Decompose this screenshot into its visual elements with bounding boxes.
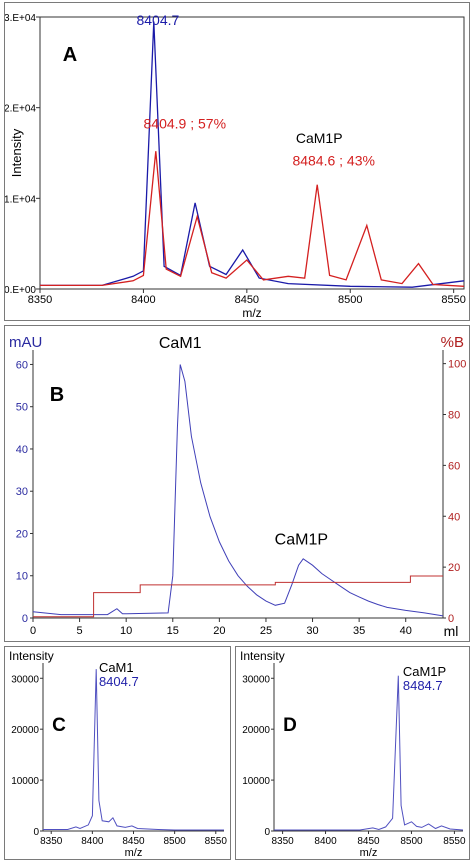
annotation-d-1: 8484.7 (403, 678, 443, 693)
x-axis-label-d: m/z (360, 847, 378, 859)
chart-a: 0.E+00 1.E+04 2.E+04 3.E+04 8350 8400 8450 8500… (5, 3, 466, 320)
y-tick-label-left-b: 40 (16, 444, 28, 456)
panel-label-c: C (52, 715, 66, 736)
panel-b: 0 10 20 30 40 50 60 0 20 40 60 80 100 0 5 10 15 20 25 30 35 4… (4, 325, 470, 642)
y-tick-label-c: 0 (33, 827, 39, 838)
y-tick-label-d: 0 (264, 827, 270, 838)
x-tick-label-a: 8350 (28, 294, 52, 306)
y-tick-label-a: 1.E+04 (5, 194, 36, 205)
x-tick-label-c: 8350 (40, 836, 63, 847)
annotation-a-0: CaM1 (135, 3, 173, 5)
x-axis-label-b: ml (444, 623, 459, 639)
chart-c: 0 10000 20000 30000 8350 8400 8450 8500 8550 m/z I… (9, 649, 228, 859)
panel-label-d: D (283, 715, 297, 736)
x-axis-label-c: m/z (125, 847, 143, 859)
y-tick-label-c: 20000 (11, 725, 39, 736)
annotation-a-3: CaM1P (296, 130, 343, 146)
y-tick-label-c: 30000 (11, 674, 39, 685)
annotation-a-2: 8404.9 ; 57% (144, 116, 227, 132)
annotation-c-1: 8404.7 (99, 674, 139, 689)
series-line-b-0 (32, 364, 444, 617)
y-axis-label-c: Intensity (9, 649, 54, 663)
y-axis-label-a: Intensity (9, 128, 24, 177)
x-tick-label-a: 8500 (338, 294, 362, 306)
x-axis-label-a: m/z (242, 306, 261, 320)
y-tick-label-a: 2.E+04 (5, 104, 36, 115)
annotation-b-1: CaM1P (275, 531, 328, 548)
series-line-a-1 (40, 151, 465, 287)
y-tick-label-left-b: 50 (16, 402, 28, 414)
panel-a: 0.E+00 1.E+04 2.E+04 3.E+04 8350 8400 8450 8500… (4, 2, 470, 321)
annotation-c-0: CaM1 (99, 660, 134, 675)
y-axis-label-right-b: %B (441, 334, 464, 351)
x-tick-label-d: 8500 (400, 836, 423, 847)
panel-label-b: B (50, 384, 64, 406)
series-line-b-1 (33, 575, 443, 618)
x-tick-label-b: 25 (260, 625, 272, 637)
chart-b: 0 10 20 30 40 50 60 0 20 40 60 80 100 0 5 10 15 20 25 30 35 4… (9, 334, 466, 639)
y-tick-label-d: 30000 (242, 674, 270, 685)
y-tick-label-right-b: 80 (448, 410, 460, 422)
annotation-d-0: CaM1P (403, 664, 446, 679)
annotation-a-4: 8484.6 ; 43% (292, 153, 375, 169)
series-line-a-0 (40, 21, 465, 288)
y-tick-label-right-b: 0 (448, 613, 454, 625)
y-tick-label-right-b: 20 (448, 562, 460, 574)
panel-c: 0 10000 20000 30000 8350 8400 8450 8500 8550 m/z I… (4, 646, 231, 860)
x-tick-label-c: 8500 (164, 836, 187, 847)
y-tick-label-right-b: 60 (448, 460, 460, 472)
x-tick-label-a: 8550 (441, 294, 465, 306)
y-tick-label-d: 10000 (242, 776, 270, 787)
x-tick-label-d: 8350 (271, 836, 294, 847)
annotation-b-0: CaM1 (159, 335, 202, 352)
plot-frame-a (39, 16, 465, 290)
annotation-a-1: 8404.7 (136, 12, 179, 28)
x-tick-label-b: 15 (167, 625, 179, 637)
y-tick-label-left-b: 60 (16, 359, 28, 371)
y-tick-label-right-b: 40 (448, 511, 460, 523)
x-tick-label-b: 40 (400, 625, 412, 637)
x-tick-label-b: 0 (30, 625, 36, 637)
y-tick-label-d: 20000 (242, 725, 270, 736)
y-tick-label-a: 3.E+04 (5, 13, 36, 24)
x-tick-label-b: 20 (213, 625, 225, 637)
y-axis-label-d: Intensity (240, 649, 285, 663)
y-axis-label-left-b: mAU (9, 334, 42, 351)
chart-d: 0 10000 20000 30000 8350 8400 8450 8500 8550 m/z I… (240, 649, 466, 859)
x-tick-label-c: 8400 (81, 836, 104, 847)
x-tick-label-c: 8550 (205, 836, 228, 847)
series-line-d-0 (274, 675, 464, 831)
y-tick-label-a: 0.E+00 (5, 285, 36, 296)
x-tick-label-c: 8450 (122, 836, 145, 847)
panel-label-a: A (63, 44, 77, 66)
y-tick-label-right-b: 100 (448, 359, 466, 371)
x-tick-label-b: 10 (120, 625, 132, 637)
x-tick-label-a: 8400 (131, 294, 155, 306)
x-tick-label-d: 8550 (443, 836, 466, 847)
y-tick-label-c: 10000 (11, 776, 39, 787)
x-tick-label-b: 5 (77, 625, 83, 637)
x-tick-label-b: 30 (306, 625, 318, 637)
series-line-c-0 (43, 669, 224, 831)
y-tick-label-left-b: 0 (22, 613, 28, 625)
x-tick-label-d: 8450 (357, 836, 380, 847)
x-tick-label-a: 8450 (235, 294, 259, 306)
x-tick-label-b: 35 (353, 625, 365, 637)
y-tick-label-left-b: 30 (16, 486, 28, 498)
panel-d: 0 10000 20000 30000 8350 8400 8450 8500 8550 m/z I… (235, 646, 470, 860)
y-tick-label-left-b: 20 (16, 528, 28, 540)
y-tick-label-left-b: 10 (16, 571, 28, 583)
x-tick-label-d: 8400 (314, 836, 337, 847)
